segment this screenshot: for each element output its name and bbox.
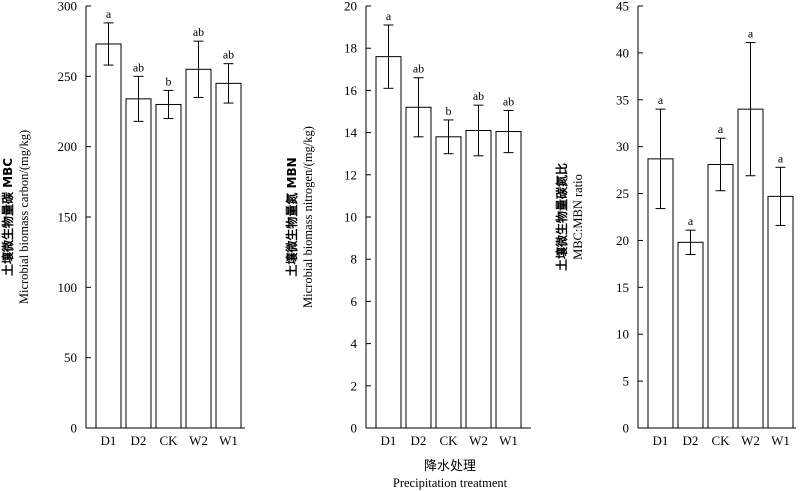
y-tick-label: 15 xyxy=(616,280,629,295)
y-tick-label: 5 xyxy=(623,374,630,389)
bar-d2 xyxy=(405,106,432,429)
x-axis-label-chinese: 降水处理 xyxy=(424,459,476,474)
y-tick-label: 300 xyxy=(58,0,78,14)
bar-ck xyxy=(707,163,734,429)
bar-w1 xyxy=(767,195,794,429)
chart-panels: 050100150200250300aD1abD2bCKabW2abW1土壤微生… xyxy=(0,0,796,448)
significance-letter: a xyxy=(386,9,392,23)
chart-panel-1: 0 50 100 150 200 250 300 a D1 ab D2 b CK ab W2 ab W1 土壤微生… xyxy=(0,0,245,448)
y-tick-label: 0 xyxy=(71,421,78,436)
y-tick-label: 4 xyxy=(351,336,358,351)
significance-letter: a xyxy=(688,214,694,228)
y-tick-label: 0 xyxy=(351,421,358,436)
bar-ck xyxy=(435,136,462,429)
y-tick-label: 25 xyxy=(616,186,629,201)
y-axis-label-chinese: 土壤微生物量碳 MBC xyxy=(0,158,15,276)
significance-letter: a xyxy=(106,7,112,21)
y-tick-label: 150 xyxy=(58,210,78,225)
chart-panel-2: 0 2 4 6 8 10 12 14 16 18 20 a D1 ab D2 b CK ab W2 ab W1 土壤微生物… xyxy=(284,0,531,448)
x-tick-label: W2 xyxy=(189,433,208,448)
x-tick-label: D2 xyxy=(131,433,147,448)
y-tick-label: 200 xyxy=(58,139,78,154)
significance-letter: b xyxy=(446,104,452,118)
x-tick-label: W1 xyxy=(219,433,238,448)
y-axis-label-english: MBC:MBN ratio xyxy=(571,174,585,260)
bar-d2 xyxy=(125,98,152,429)
y-tick-label: 10 xyxy=(616,327,629,342)
y-tick-label: 45 xyxy=(616,0,629,14)
y-tick-label: 35 xyxy=(616,92,629,107)
y-axis-label-english: Microbial biomass carbon/(mg/kg) xyxy=(17,130,31,304)
x-tick-label: W2 xyxy=(741,433,760,448)
x-tick-label: D1 xyxy=(653,433,669,448)
y-tick-label: 2 xyxy=(351,378,358,393)
y-tick-label: 12 xyxy=(344,167,357,182)
bar-w2 xyxy=(465,129,492,429)
bar-w1 xyxy=(215,82,242,429)
x-tick-label: CK xyxy=(711,433,730,448)
y-tick-label: 6 xyxy=(351,294,358,309)
x-tick-label: W1 xyxy=(771,433,790,448)
significance-letter: ab xyxy=(473,89,484,103)
y-tick-label: 20 xyxy=(616,233,629,248)
y-tick-label: 20 xyxy=(344,0,357,14)
significance-letter: ab xyxy=(133,60,144,74)
bar-ck xyxy=(155,103,182,429)
significance-letter: a xyxy=(718,122,724,136)
significance-letter: a xyxy=(778,151,784,165)
bar-w1 xyxy=(495,131,522,429)
y-axis-label-chinese: 土壤微生物量碳氮比 xyxy=(554,163,569,271)
y-tick-label: 40 xyxy=(616,45,629,60)
x-tick-label: D1 xyxy=(101,433,117,448)
significance-letter: ab xyxy=(413,62,424,76)
y-tick-label: 100 xyxy=(58,280,78,295)
y-tick-label: 50 xyxy=(64,350,77,365)
significance-letter: a xyxy=(748,27,754,41)
y-tick-label: 250 xyxy=(58,69,78,84)
bar-w2 xyxy=(185,68,212,429)
bar-d1 xyxy=(95,43,122,429)
x-tick-label: CK xyxy=(439,433,458,448)
y-tick-label: 8 xyxy=(351,252,358,267)
significance-letter: b xyxy=(166,74,172,88)
x-tick-label: W1 xyxy=(499,433,518,448)
y-axis-label-english: Microbial biomass nitrogen/(mg/kg) xyxy=(301,126,315,308)
bar-d1 xyxy=(375,56,402,429)
x-tick-label: CK xyxy=(159,433,178,448)
significance-letter: ab xyxy=(503,94,514,108)
y-tick-label: 18 xyxy=(344,41,357,56)
x-tick-label: D2 xyxy=(683,433,699,448)
y-tick-label: 14 xyxy=(344,125,358,140)
x-tick-label: W2 xyxy=(469,433,488,448)
significance-letter: ab xyxy=(193,25,204,39)
x-axis-label-english: Precipitation treatment xyxy=(393,476,508,490)
y-tick-label: 0 xyxy=(623,421,630,436)
x-tick-label: D1 xyxy=(381,433,397,448)
y-tick-label: 10 xyxy=(344,210,357,225)
y-tick-label: 30 xyxy=(616,139,629,154)
bar-d2 xyxy=(677,241,704,429)
significance-letter: ab xyxy=(223,48,234,62)
chart-panel-3: 0 5 10 15 20 25 30 35 40 45 a D1 a D2 a CK a W2 a W1 土壤微生物量碳… xyxy=(554,0,796,448)
y-tick-label: 16 xyxy=(344,83,358,98)
significance-letter: a xyxy=(658,93,664,107)
x-tick-label: D2 xyxy=(411,433,427,448)
y-axis-label-chinese: 土壤微生物量氮 MBN xyxy=(284,157,299,276)
